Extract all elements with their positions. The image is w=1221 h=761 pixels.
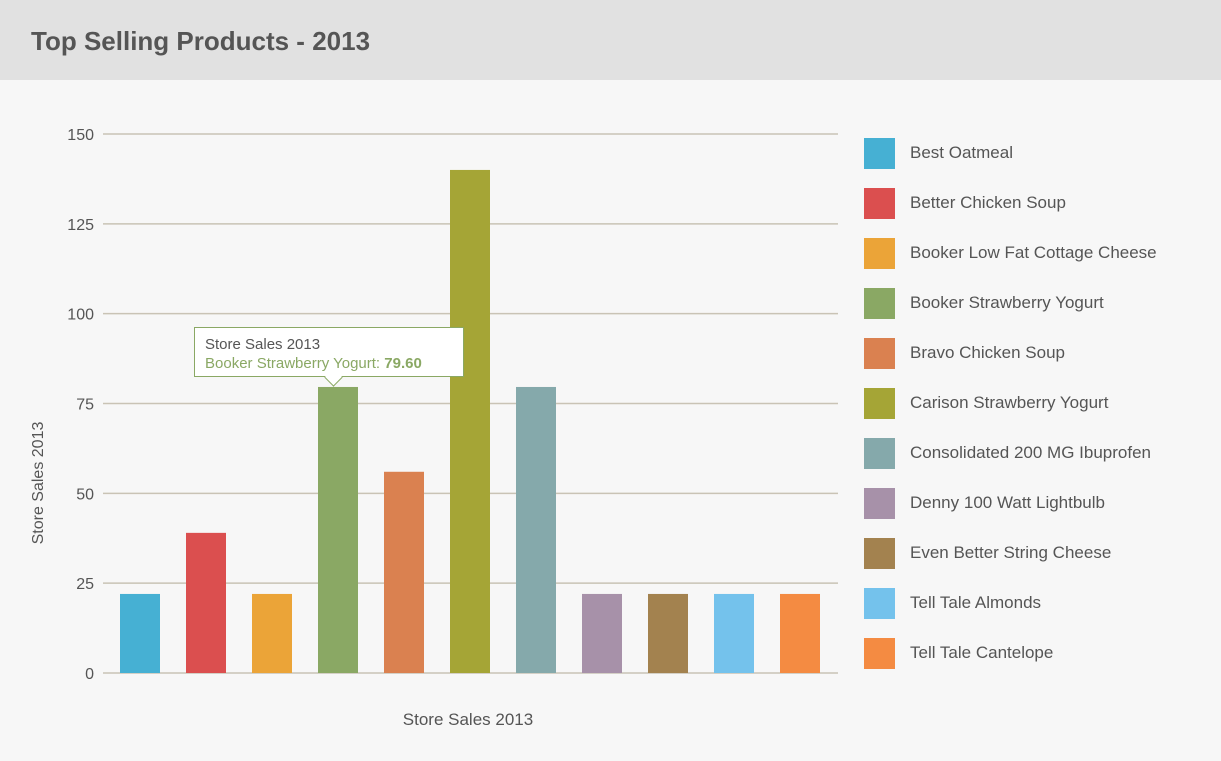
legend-label: Tell Tale Almonds [910,593,1042,612]
legend-swatch [864,338,895,369]
bar-tell-tale-almonds[interactable] [714,593,754,673]
legend-swatch [864,138,895,169]
legend-item[interactable]: Booker Strawberry Yogurt [864,288,1194,320]
legend-swatch [864,588,895,619]
legend-label: Better Chicken Soup [910,193,1066,212]
legend-item[interactable]: Carison Strawberry Yogurt [864,388,1194,420]
bar-tell-tale-cantelope[interactable] [780,593,820,673]
bar-booker-strawberry-yogurt[interactable] [318,386,358,673]
y-tick-label: 150 [67,127,94,144]
legend-swatch [864,488,895,519]
legend-swatch [864,288,895,319]
legend-item[interactable]: Booker Low Fat Cottage Cheese [864,238,1194,270]
bar-chart: 0 25 50 75 100 125 150 Store Sales 2013 Store … [30,127,838,729]
legend-item[interactable]: Tell Tale Cantelope [864,638,1194,670]
legend-label: Consolidated 200 MG Ibuprofen [910,443,1151,462]
legend-item[interactable]: Best Oatmeal [864,138,1194,170]
legend-item[interactable]: Better Chicken Soup [864,188,1194,220]
legend-item[interactable]: Even Better String Cheese [864,538,1194,570]
x-axis-label: Store Sales 2013 [403,710,533,729]
y-axis-label: Store Sales 2013 [30,422,47,545]
bar-even-better-string-cheese[interactable] [648,593,688,673]
y-axis-ticks: 0 25 50 75 100 125 150 [67,127,94,683]
tooltip-label: Booker Strawberry Yogurt: [205,355,385,372]
legend-label: Tell Tale Cantelope [910,643,1054,662]
y-tick-label: 100 [67,307,94,324]
legend-label: Booker Low Fat Cottage Cheese [910,243,1157,262]
legend-label: Bravo Chicken Soup [910,343,1065,362]
legend-item[interactable]: Denny 100 Watt Lightbulb [864,488,1194,520]
legend-swatch [864,538,895,569]
legend-swatch [864,188,895,219]
legend-swatch [864,388,895,419]
legend-label: Denny 100 Watt Lightbulb [910,493,1105,512]
bar-better-chicken-soup[interactable] [186,532,226,673]
legend-item[interactable]: Consolidated 200 MG Ibuprofen [864,438,1194,470]
legend-label: Best Oatmeal [910,143,1013,162]
legend-item[interactable]: Tell Tale Almonds [864,588,1194,620]
bar-carison-strawberry-yogurt[interactable] [450,169,490,673]
legend-swatch [864,638,895,669]
tooltip-title: Store Sales 2013 [205,336,321,353]
bar-denny-100-watt-lightbulb[interactable] [582,593,622,673]
bar-best-oatmeal[interactable] [120,593,160,673]
legend-label: Booker Strawberry Yogurt [910,293,1104,312]
legend-label: Even Better String Cheese [910,543,1112,562]
legend-item[interactable]: Bravo Chicken Soup [864,338,1194,370]
legend-swatch [864,238,895,269]
bar-consolidated-200-mg-ibuprofen[interactable] [516,386,556,673]
chart-title: Top Selling Products - 2013 [31,26,371,56]
legend-label: Carison Strawberry Yogurt [910,393,1109,412]
y-tick-label: 50 [76,486,94,503]
tooltip-value: 79.60 [384,355,422,372]
chart-header: Top Selling Products - 2013 [0,0,1221,80]
y-tick-label: 25 [76,576,94,593]
bars [120,169,820,673]
y-tick-label: 75 [76,397,94,414]
bar-booker-low-fat-cottage-cheese[interactable] [252,593,292,673]
bar-tooltip: Store Sales 2013 Booker Strawberry Yogur… [194,327,464,387]
legend-swatch [864,438,895,469]
bar-bravo-chicken-soup[interactable] [384,471,424,673]
tooltip-body: Booker Strawberry Yogurt: 79.60 [205,355,422,372]
y-tick-label: 125 [67,217,94,234]
y-tick-label: 0 [85,666,94,683]
